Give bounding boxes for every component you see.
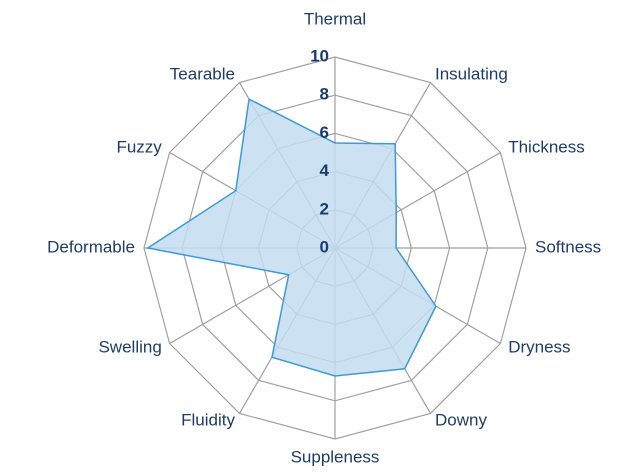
- axis-label: Thermal: [304, 9, 366, 28]
- r-tick-label: 2: [320, 199, 329, 218]
- axis-label: Dryness: [508, 337, 570, 356]
- axis-label: Swelling: [98, 337, 161, 356]
- axis-label: Tearable: [170, 64, 235, 83]
- axis-label: Deformable: [47, 237, 135, 256]
- r-tick-label: 8: [320, 85, 329, 104]
- axis-label: Suppleness: [291, 447, 380, 466]
- data-area: [145, 97, 437, 377]
- r-tick-label: 4: [320, 161, 330, 180]
- axis-label: Fuzzy: [116, 137, 162, 156]
- r-tick-label: 6: [320, 123, 329, 142]
- axis-label: Thickness: [508, 137, 585, 156]
- r-tick-label: 10: [310, 46, 329, 65]
- axis-label: Softness: [535, 237, 601, 256]
- axis-label: Insulating: [435, 64, 508, 83]
- axis-label: Fluidity: [181, 411, 235, 430]
- axis-label: Downy: [435, 411, 487, 430]
- r-tick-label: 0: [320, 237, 329, 256]
